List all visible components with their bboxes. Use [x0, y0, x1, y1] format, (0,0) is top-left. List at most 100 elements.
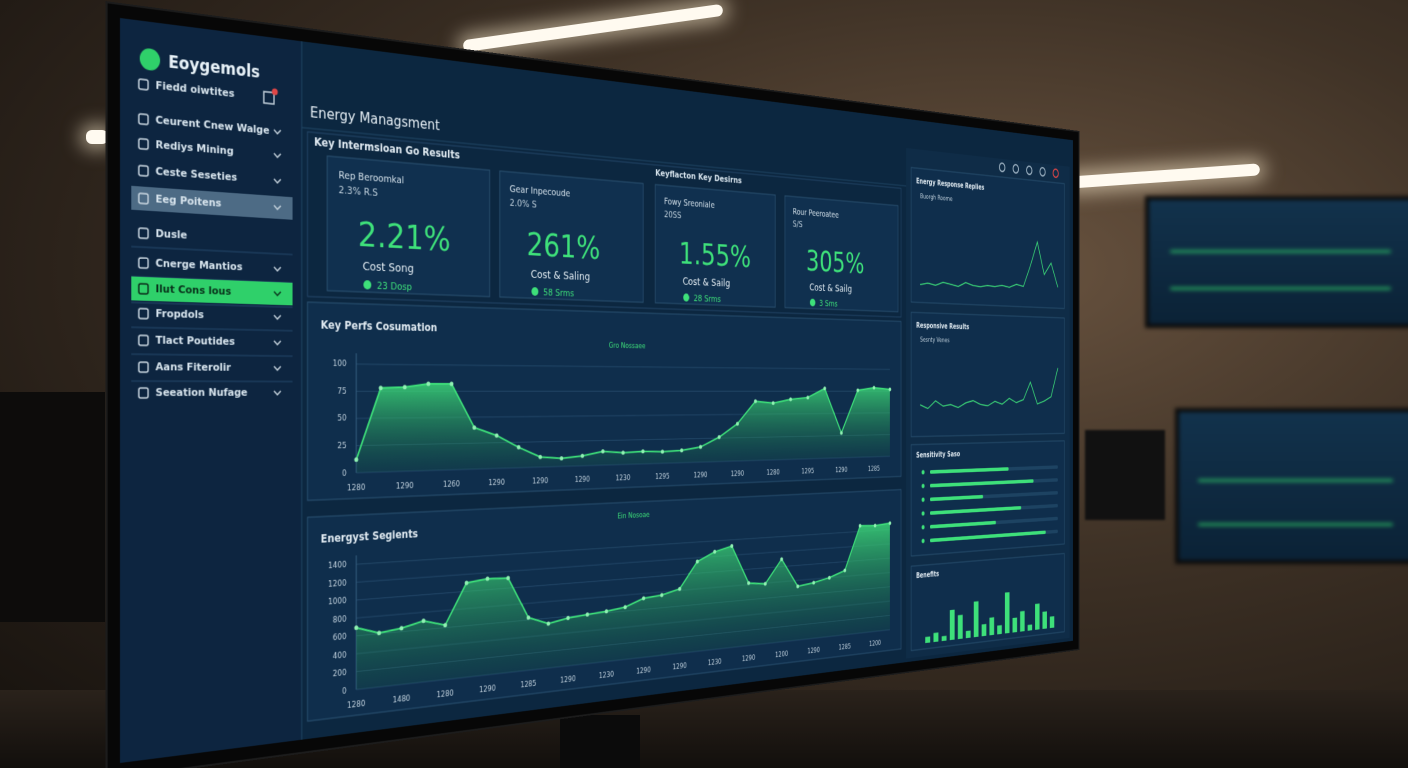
- x-tick-label: 1290: [479, 684, 496, 695]
- sidebar-item[interactable]: Seeation Nufage: [155, 386, 247, 399]
- x-tick-label: 1280: [767, 468, 780, 476]
- kpi-caption: Cost & Saling: [531, 267, 590, 283]
- point: [806, 395, 810, 400]
- y-tick-label: 800: [333, 615, 347, 626]
- kpi-sub: 20SS: [664, 209, 681, 221]
- kpi-value: 1.55%: [679, 235, 751, 274]
- bar: [1042, 611, 1047, 629]
- point: [402, 384, 407, 390]
- chart-title: Energyst Segients: [321, 527, 418, 545]
- chart-subtitle: Sesnty Venes: [920, 336, 950, 344]
- kpi-caption: Cost & Sailg: [683, 274, 731, 288]
- y-tick-label: 25: [337, 442, 346, 452]
- sidebar-item-selected[interactable]: [131, 185, 293, 220]
- bar: [1027, 624, 1033, 631]
- group-label: Keyflacton Key Desirns: [655, 167, 742, 186]
- kpi-caption: Cost Song: [363, 258, 414, 274]
- background-monitor: [1145, 196, 1408, 328]
- x-tick-label: 1295: [801, 467, 814, 475]
- monitor-screen: Eoygemols Fiedd oiwtites Ceurent Cnew Walg…: [120, 18, 1073, 763]
- x-tick-label: 1290: [488, 478, 504, 488]
- bar: [1049, 616, 1055, 629]
- kpi-card: [500, 171, 644, 302]
- y-tick-label: 0: [342, 686, 347, 696]
- bar: [1012, 617, 1018, 633]
- x-tick-label: 1260: [443, 480, 460, 490]
- chart-subtitle: Ein Nosoae: [617, 511, 649, 521]
- bar: [981, 623, 987, 637]
- bar: [933, 632, 939, 643]
- point: [872, 385, 876, 390]
- kpi-label: Gear Inpecoude: [510, 183, 571, 199]
- y-tick-label: 75: [337, 387, 346, 396]
- sidebar-item[interactable]: Ceste Seseties: [155, 165, 237, 184]
- background-monitor-dark: [1085, 430, 1165, 520]
- kpi-card: [327, 156, 489, 297]
- kpi-caption: Cost & Sailg: [809, 281, 852, 295]
- bar: [1004, 592, 1010, 634]
- chart-title: Sensitivity Saso: [916, 450, 960, 459]
- x-tick-label: 1285: [868, 465, 880, 473]
- x-tick-label: 1230: [599, 670, 614, 680]
- kpi-label: Rep Beroomkal: [339, 169, 405, 186]
- background-monitor-dark: [0, 392, 105, 622]
- bar: [941, 635, 947, 642]
- kpi-note: 28 Srms: [694, 293, 721, 305]
- x-tick-label: 1285: [520, 679, 536, 690]
- bar: [925, 636, 931, 644]
- bar: [989, 617, 995, 636]
- x-tick-label: 1200: [869, 639, 881, 648]
- sidebar-item[interactable]: Dusle: [155, 227, 187, 242]
- sidebar-item[interactable]: Eeg Poitens: [155, 192, 221, 209]
- y-tick-label: 50: [337, 414, 346, 424]
- sidebar-item[interactable]: Rediys Mining: [155, 138, 233, 158]
- kpi-note: 23 Dosp: [377, 280, 412, 293]
- page-title: Energy Managsment: [310, 102, 440, 133]
- chart-title: Key Perfs Cosumation: [321, 318, 437, 334]
- chart-panel: [911, 312, 1064, 436]
- x-tick-label: 1295: [655, 472, 669, 481]
- bar: [965, 630, 971, 639]
- sidebar-item[interactable]: Aans Fiterolir: [155, 360, 231, 374]
- bar: [973, 601, 979, 638]
- sidebar-item[interactable]: Cnerge Mantios: [155, 256, 242, 273]
- kpi-sub: 2.3% R.S: [339, 184, 378, 199]
- y-tick-label: 1200: [328, 579, 347, 590]
- x-tick-label: 1290: [575, 475, 590, 484]
- monitor-stand: [560, 715, 640, 768]
- chart-title: Responsive Results: [916, 322, 969, 332]
- x-tick-label: 1290: [694, 471, 708, 480]
- y-tick-label: 0: [342, 469, 347, 479]
- sidebar-item[interactable]: Ilut Cons lous: [155, 282, 231, 298]
- x-tick-label: 1290: [560, 675, 575, 685]
- chart-subtitle: Gro Nossaee: [609, 341, 646, 350]
- bar: [957, 614, 963, 640]
- x-tick-label: 1230: [708, 658, 722, 668]
- kpi-value: 305%: [806, 243, 864, 280]
- x-tick-label: 1230: [616, 474, 631, 483]
- x-tick-label: 1290: [742, 654, 755, 664]
- kpi-note: 3 Sms: [819, 298, 838, 309]
- x-tick-label: 1280: [347, 483, 365, 493]
- x-tick-label: 1290: [532, 477, 548, 486]
- y-tick-label: 100: [333, 360, 347, 370]
- x-tick-label: 1290: [731, 470, 744, 479]
- sidebar-item[interactable]: Tlact Poutides: [155, 334, 234, 348]
- x-tick-label: 1290: [636, 666, 651, 676]
- sidebar-item-highlight[interactable]: [131, 276, 293, 306]
- y-tick-label: 400: [333, 650, 347, 661]
- area: [356, 383, 890, 473]
- x-tick-label: 1290: [396, 481, 414, 491]
- y-tick-label: 600: [333, 633, 347, 644]
- chart-title: Benefits: [916, 570, 939, 580]
- x-tick-label: 1280: [437, 689, 454, 700]
- point: [888, 387, 892, 392]
- point: [378, 385, 383, 391]
- ceiling-light: [1067, 163, 1261, 189]
- background-monitor: [1175, 408, 1408, 564]
- sidebar-item[interactable]: Fropdols: [155, 307, 203, 321]
- kpi-sub: 2.0% S: [510, 197, 537, 210]
- chart-panel: [911, 167, 1064, 308]
- bar: [949, 609, 955, 641]
